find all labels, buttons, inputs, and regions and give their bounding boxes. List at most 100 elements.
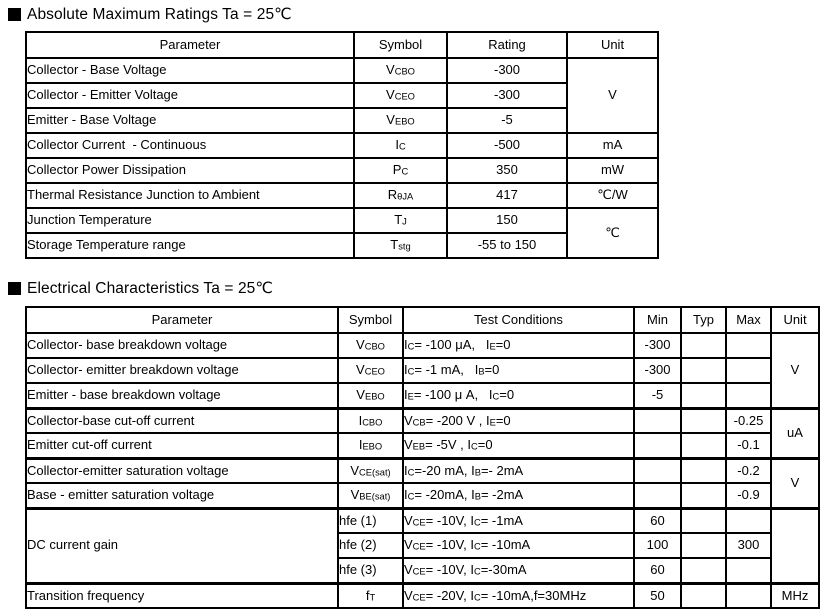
max-cell: -0.25 [725, 406, 772, 434]
typ-cell [680, 332, 727, 359]
parameter-cell: Base - emitter saturation voltage [25, 482, 339, 509]
electrical-table: Parameter Symbol Test Conditions Min Typ… [25, 306, 820, 609]
typ-cell [680, 406, 727, 434]
max-cell: -0.2 [725, 456, 772, 484]
section-bullet-icon [8, 7, 21, 21]
symbol-cell: VEBO [353, 107, 448, 134]
parameter-cell: Collector Current - Continuous [25, 132, 355, 159]
rating-cell: -55 to 150 [446, 232, 568, 259]
table-row: Transition frequency fT VCE= -20V, IC= -… [25, 581, 820, 609]
max-cell: -0.1 [725, 432, 772, 459]
test-conditions-cell: VCE= -20V, IC= -10mA,f=30MHz [402, 581, 635, 609]
col-header-rating: Rating [446, 31, 568, 59]
max-cell [725, 581, 772, 609]
typ-cell [680, 506, 727, 534]
table-row: hfe (3) VCE= -10V, IC=-30mA 60 [26, 557, 819, 584]
symbol-cell: VCBO [353, 57, 448, 84]
rating-cell: -500 [446, 132, 568, 159]
typ-cell [680, 432, 727, 459]
symbol-cell: VEBO [337, 382, 404, 409]
typ-cell [680, 382, 727, 409]
col-header-max: Max [725, 306, 772, 334]
rating-cell: -300 [446, 82, 568, 109]
symbol-cell: hfe (2) [337, 532, 404, 559]
unit-cell: V [566, 57, 659, 134]
unit-cell: ℃ [566, 207, 659, 259]
table-row: Base - emitter saturation voltage VBE(sa… [25, 482, 819, 509]
symbol-cell: RθJA [353, 182, 448, 209]
parameter-cell: Collector - Base Voltage [25, 57, 355, 84]
test-conditions-cell: VCE= -10V, IC=-30mA [402, 557, 635, 584]
table-row: Collector - Base Voltage VCBO -300 V [25, 57, 659, 134]
test-conditions-cell: IC=-20 mA, IB=- 2mA [402, 456, 635, 484]
max-cell: 300 [725, 532, 772, 559]
table-row: Collector- base breakdown voltage VCBO I… [25, 332, 820, 409]
parameter-cell: Collector- base breakdown voltage [25, 332, 339, 359]
test-conditions-cell: IC= -100 μA, IE=0 [402, 332, 635, 359]
table-row: Collector- emitter breakdown voltage VCE… [25, 357, 819, 384]
header-row: Parameter Symbol Rating Unit [25, 31, 659, 59]
table-row: Collector-base cut-off current ICBO VCB=… [25, 406, 820, 459]
parameter-cell: Collector Power Dissipation [25, 157, 355, 184]
col-header-unit: Unit [770, 306, 820, 334]
min-cell: -300 [633, 357, 682, 384]
unit-cell: V [770, 332, 820, 409]
parameter-cell: Junction Temperature [25, 207, 355, 234]
unit-cell: mA [566, 132, 659, 159]
rating-cell: -300 [446, 57, 568, 84]
abs-max-table: Parameter Symbol Rating Unit Collector -… [25, 31, 659, 259]
symbol-cell: VCE(sat) [337, 456, 404, 484]
parameter-cell: Emitter - Base Voltage [25, 107, 355, 134]
parameter-cell: Collector - Emitter Voltage [25, 82, 355, 109]
section-title-abs-max: Absolute Maximum Ratings Ta = 25℃ [27, 5, 292, 23]
min-cell: 60 [633, 557, 682, 584]
typ-cell [680, 357, 727, 384]
min-cell: 50 [633, 581, 682, 609]
table-row: Emitter cut-off current IEBO VEB= -5V , … [25, 432, 819, 459]
parameter-cell: Thermal Resistance Junction to Ambient [25, 182, 355, 209]
section-bullet-icon [8, 281, 21, 295]
symbol-cell: TJ [353, 207, 448, 234]
table-row: Collector Power Dissipation PC 350 mW [25, 157, 659, 184]
test-conditions-cell: IC= -20mA, IB= -2mA [402, 482, 635, 509]
parameter-cell: Collector-base cut-off current [25, 406, 339, 434]
table-row: Junction Temperature TJ 150 ℃ [25, 207, 659, 259]
typ-cell [680, 557, 727, 584]
max-cell [725, 506, 772, 534]
min-cell: -300 [633, 332, 682, 359]
typ-cell [680, 482, 727, 509]
symbol-cell: hfe (1) [337, 506, 404, 534]
symbol-cell: VBE(sat) [337, 482, 404, 509]
max-cell [725, 557, 772, 584]
parameter-cell: Collector-emitter saturation voltage [25, 456, 339, 484]
min-cell: 60 [633, 506, 682, 534]
table-row: Collector-emitter saturation voltage VCE… [25, 456, 820, 509]
col-header-symbol: Symbol [353, 31, 448, 59]
test-conditions-cell: IE= -100 μ A, IC=0 [402, 382, 635, 409]
header-row: Parameter Symbol Test Conditions Min Typ… [25, 306, 820, 334]
parameter-cell: Emitter cut-off current [25, 432, 339, 459]
max-cell [725, 382, 772, 409]
section-header-electrical: Electrical Characteristics Ta = 25℃ [8, 279, 273, 297]
table-row: Thermal Resistance Junction to Ambient R… [25, 182, 659, 209]
unit-cell [770, 506, 820, 584]
min-cell [633, 456, 682, 484]
parameter-cell: DC current gain [25, 506, 339, 584]
test-conditions-cell: VCE= -10V, IC= -10mA [402, 532, 635, 559]
typ-cell [680, 581, 727, 609]
max-cell [725, 332, 772, 359]
test-conditions-cell: VEB= -5V , IC=0 [402, 432, 635, 459]
col-header-typ: Typ [680, 306, 727, 334]
table-row: Storage Temperature range Tstg -55 to 15… [25, 232, 658, 259]
symbol-cell: IEBO [337, 432, 404, 459]
symbol-cell: fT [337, 581, 404, 609]
min-cell [633, 482, 682, 509]
symbol-cell: IC [353, 132, 448, 159]
min-cell [633, 406, 682, 434]
table-row: DC current gain hfe (1) VCE= -10V, IC= -… [25, 506, 820, 584]
rating-cell: 350 [446, 157, 568, 184]
unit-cell: uA [770, 406, 820, 459]
table-row: Emitter - base breakdown voltage VEBO IE… [25, 382, 819, 409]
section-header-abs-max: Absolute Maximum Ratings Ta = 25℃ [8, 5, 292, 23]
typ-cell [680, 532, 727, 559]
